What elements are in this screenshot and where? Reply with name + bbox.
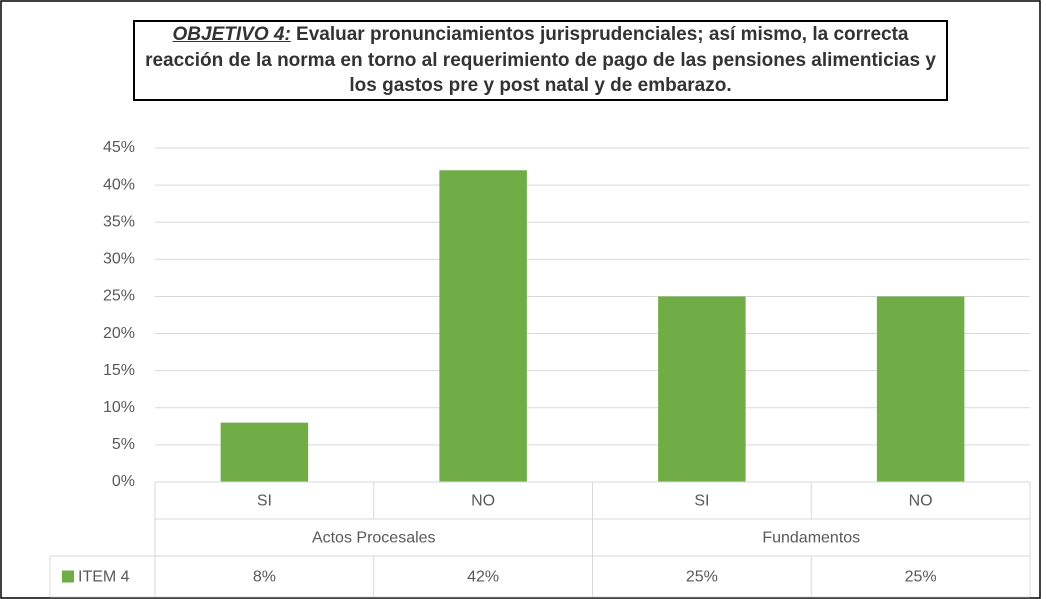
title-text: Evaluar pronunciamientos jurisprudencial…: [145, 24, 936, 96]
y-tick-label: 20%: [103, 325, 135, 342]
y-tick-label: 30%: [103, 251, 135, 268]
y-tick-label: 15%: [103, 362, 135, 379]
y-tick-label: 10%: [103, 399, 135, 416]
bar: [658, 296, 746, 482]
y-tick-label: 0%: [112, 473, 135, 490]
x-tick-label: NO: [909, 493, 933, 510]
y-tick-label: 25%: [103, 288, 135, 305]
data-table-value: 25%: [905, 569, 937, 586]
bar: [876, 296, 965, 482]
y-tick-label: 5%: [112, 436, 135, 453]
data-table-value: 8%: [253, 569, 276, 586]
group-label: Fundamentos: [762, 530, 860, 547]
x-tick-label: SI: [694, 493, 709, 510]
data-table-value: 42%: [467, 569, 499, 586]
legend-swatch: [62, 570, 74, 583]
group-label: Actos Procesales: [312, 530, 436, 547]
title-label: OBJETIVO 4:: [172, 24, 291, 45]
y-tick-label: 35%: [103, 213, 135, 230]
x-tick-label: SI: [257, 493, 272, 510]
y-tick-label: 45%: [103, 139, 135, 156]
data-table-value: 25%: [686, 569, 718, 586]
bar: [439, 170, 527, 482]
legend-label: ITEM 4: [78, 569, 130, 586]
y-tick-label: 40%: [103, 176, 135, 193]
chart-title: OBJETIVO 4: Evaluar pronunciamientos jur…: [133, 20, 948, 101]
bar: [220, 422, 309, 482]
x-tick-label: NO: [471, 493, 495, 510]
